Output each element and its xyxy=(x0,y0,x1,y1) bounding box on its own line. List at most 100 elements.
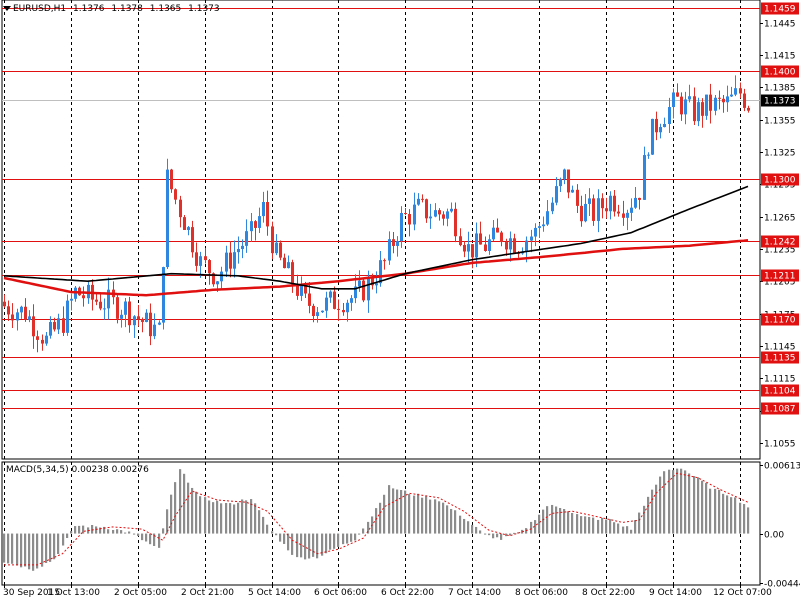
candle-body xyxy=(66,300,69,333)
macd-bar xyxy=(739,502,742,534)
candle-body xyxy=(718,97,721,99)
macd-bar xyxy=(693,476,696,534)
level-tag-label: 1.1170 xyxy=(764,316,796,326)
candle-body xyxy=(388,239,391,261)
macd-bar xyxy=(672,470,675,534)
macd-bar xyxy=(392,488,395,534)
macd-bar xyxy=(505,533,508,537)
macd-bar xyxy=(367,521,370,534)
macd-bar xyxy=(296,533,299,558)
macd-bar xyxy=(605,519,608,534)
candle-body xyxy=(103,308,106,310)
y-tick-label: 1.1385 xyxy=(764,84,796,94)
y-tick-label: 1.1115 xyxy=(764,375,796,385)
current-price-tag xyxy=(761,94,799,107)
x-tick-label: 30 Sep 2015 xyxy=(3,588,60,598)
candle-body xyxy=(676,92,679,97)
candle-body xyxy=(743,93,746,108)
candle-body xyxy=(24,306,27,320)
macd-bar xyxy=(133,533,136,535)
x-tick-label: 9 Oct 14:00 xyxy=(649,588,702,598)
macd-bar xyxy=(329,533,332,550)
macd-bar xyxy=(383,494,386,534)
macd-bar xyxy=(32,533,35,571)
candle-body xyxy=(484,244,487,251)
macd-bar xyxy=(438,501,441,534)
macd-bar xyxy=(187,482,190,534)
candle-body xyxy=(417,198,420,205)
candle-body xyxy=(688,96,691,100)
macd-bar xyxy=(350,533,353,542)
macd-bar xyxy=(446,505,449,534)
macd-bar xyxy=(655,484,658,534)
candle-body xyxy=(82,295,85,299)
candle-body xyxy=(734,88,737,95)
macd-bar xyxy=(95,526,98,534)
candle-body xyxy=(325,297,328,311)
candle-body xyxy=(680,96,683,115)
macd-bar xyxy=(571,512,574,534)
candle-body xyxy=(362,280,365,301)
chart-menu-triangle-icon[interactable] xyxy=(3,6,11,11)
candle-body xyxy=(622,213,625,218)
candle-body xyxy=(32,316,35,337)
macd-bar xyxy=(555,506,558,534)
macd-bar xyxy=(112,529,115,534)
macd-bar xyxy=(404,490,407,534)
candle-body xyxy=(57,318,60,330)
macd-bar xyxy=(279,533,282,542)
macd-bar xyxy=(204,497,207,534)
candle-body xyxy=(45,335,48,344)
level-tag xyxy=(761,65,799,78)
candle-body xyxy=(70,298,73,301)
candle-body xyxy=(404,212,407,215)
macd-signal-value: 0.00276 xyxy=(111,465,149,475)
candle-body xyxy=(580,205,583,222)
candle-body xyxy=(133,316,136,326)
candle-body xyxy=(617,211,620,214)
candle-body xyxy=(396,241,399,246)
macd-bar xyxy=(62,533,65,546)
macd-bar xyxy=(191,487,194,534)
macd-bar xyxy=(680,468,683,534)
candle-body xyxy=(454,208,457,237)
macd-bar xyxy=(41,533,44,567)
macd-bar xyxy=(651,489,654,534)
candle-body xyxy=(141,319,144,322)
candle-body xyxy=(429,216,432,219)
candle-body xyxy=(584,203,587,222)
candle-body xyxy=(262,202,265,217)
candle-body xyxy=(337,308,340,310)
macd-bar xyxy=(128,531,131,534)
chart-open: 1.1376 xyxy=(73,4,105,14)
candle-body xyxy=(212,273,215,285)
macd-bar xyxy=(53,533,56,560)
macd-bar xyxy=(220,503,223,534)
candle-body xyxy=(392,239,395,246)
candle-body xyxy=(375,283,378,286)
candle-body xyxy=(571,189,574,193)
sma-fast-line xyxy=(3,185,749,290)
macd-bar xyxy=(116,529,119,534)
macd-bar xyxy=(245,500,248,534)
macd-bar xyxy=(103,526,106,534)
candle-body xyxy=(638,197,641,200)
candle-body xyxy=(525,240,528,252)
macd-y-tick-label: 0.00613 xyxy=(764,462,800,472)
macd-bar xyxy=(559,507,562,534)
x-tick-label: 6 Oct 06:00 xyxy=(314,588,367,598)
macd-bar xyxy=(78,525,81,534)
macd-bar xyxy=(676,468,679,534)
y-tick-label: 1.1415 xyxy=(764,52,796,62)
macd-bar xyxy=(551,504,554,534)
candle-body xyxy=(471,244,474,258)
macd-bar xyxy=(379,502,382,534)
candle-body xyxy=(479,233,482,245)
candle-body xyxy=(500,232,503,243)
level-tag xyxy=(761,313,799,326)
candle-body xyxy=(95,299,98,302)
macd-bar xyxy=(124,532,127,534)
candle-body xyxy=(241,245,244,249)
